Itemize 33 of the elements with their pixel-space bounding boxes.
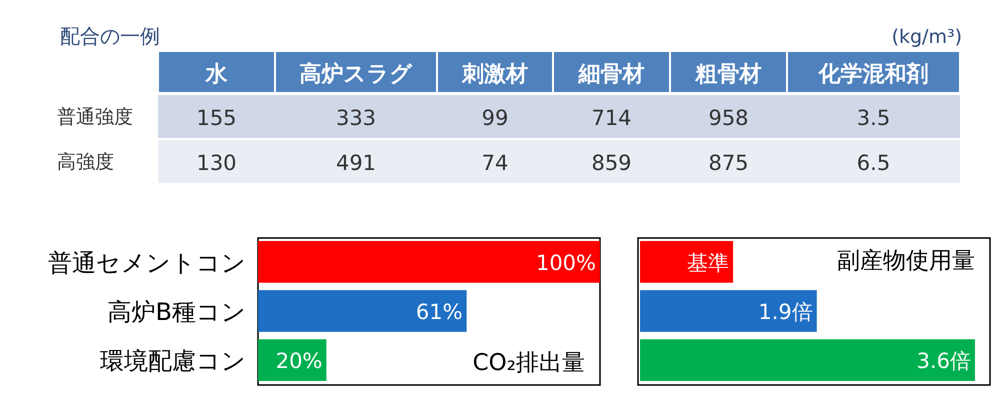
y-tick-label: 普通セメントコン <box>48 248 246 277</box>
data-label: 875 <box>708 151 749 175</box>
data-label: 基準 <box>687 250 730 275</box>
data-label: 3.6倍 <box>916 349 971 374</box>
data-label: 714 <box>591 106 632 130</box>
x-tick-label: 化学混和剤 <box>818 61 928 87</box>
x-tick-label: 細骨材 <box>578 62 644 87</box>
data-label: 74 <box>482 151 508 175</box>
data-label: 3.5 <box>856 106 890 130</box>
data-label: 491 <box>336 151 376 175</box>
data-label: 130 <box>196 151 237 175</box>
y-tick-label: 環境配慮コン <box>100 347 246 376</box>
data-label: 859 <box>591 151 632 175</box>
data-label: 1.9倍 <box>758 300 813 324</box>
annotation: 副産物使用量 <box>837 248 975 274</box>
x-tick-label: 水 <box>204 62 228 87</box>
data-label: 20% <box>276 349 322 374</box>
data-label: 958 <box>708 106 749 130</box>
x-tick-label: 粗骨材 <box>694 62 762 87</box>
data-label: 333 <box>336 106 376 130</box>
annotation: CO₂排出量 <box>472 350 585 376</box>
data-label: 99 <box>482 106 508 130</box>
x-tick-label: 高炉スラグ <box>300 61 412 87</box>
chart-title: 配合の一例 <box>60 24 160 48</box>
y-tick-label: 高炉B種コン <box>108 298 246 326</box>
x-tick-label: 刺激材 <box>461 62 528 87</box>
data-label: 100% <box>536 250 596 275</box>
y-tick-label: 高強度 <box>57 151 114 173</box>
data-label: 61% <box>416 300 463 324</box>
data-label: 155 <box>196 106 237 130</box>
data-label: 6.5 <box>856 151 890 175</box>
text: (kg/m³) <box>892 26 962 48</box>
y-tick-label: 普通強度 <box>57 106 133 128</box>
